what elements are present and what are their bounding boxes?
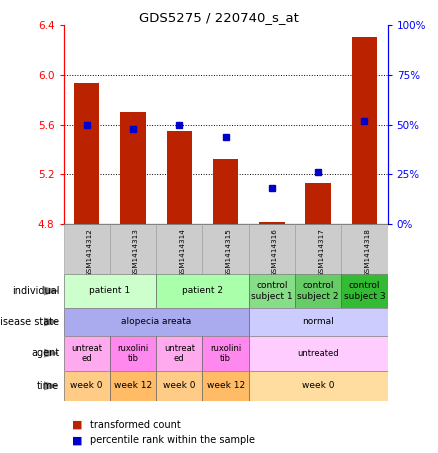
- Text: ■: ■: [72, 435, 83, 445]
- Text: ruxolini
tib: ruxolini tib: [117, 343, 148, 363]
- Text: normal: normal: [302, 318, 334, 326]
- Text: patient 1: patient 1: [89, 286, 131, 295]
- Text: individual: individual: [12, 286, 59, 296]
- Polygon shape: [44, 349, 58, 357]
- Bar: [64, 308, 249, 336]
- Bar: [249, 224, 295, 274]
- Bar: [110, 371, 156, 401]
- Bar: [64, 274, 156, 308]
- Bar: [110, 224, 156, 274]
- Text: ■: ■: [72, 420, 83, 430]
- Text: control
subject 1: control subject 1: [251, 281, 293, 301]
- Text: untreated: untreated: [297, 349, 339, 358]
- Text: GSM1414312: GSM1414312: [87, 228, 93, 277]
- Polygon shape: [44, 382, 58, 390]
- Text: transformed count: transformed count: [90, 420, 180, 430]
- Text: GSM1414314: GSM1414314: [179, 228, 185, 277]
- Text: agent: agent: [31, 348, 59, 358]
- Bar: [156, 224, 202, 274]
- Text: control
subject 3: control subject 3: [344, 281, 385, 301]
- Bar: [341, 224, 388, 274]
- Bar: [64, 371, 110, 401]
- Text: disease state: disease state: [0, 317, 59, 327]
- Bar: [249, 308, 388, 336]
- Bar: [64, 336, 110, 371]
- Bar: [341, 274, 388, 308]
- Text: GSM1414318: GSM1414318: [364, 228, 371, 277]
- Text: percentile rank within the sample: percentile rank within the sample: [90, 435, 255, 445]
- Bar: [156, 274, 249, 308]
- Polygon shape: [44, 318, 58, 326]
- Bar: [64, 224, 110, 274]
- Text: GSM1414316: GSM1414316: [272, 228, 278, 277]
- Text: week 0: week 0: [71, 381, 103, 390]
- Bar: [156, 336, 202, 371]
- Text: week 12: week 12: [206, 381, 245, 390]
- Bar: [352, 38, 377, 224]
- Bar: [249, 274, 295, 308]
- Text: GSM1414313: GSM1414313: [133, 228, 139, 277]
- Text: GDS5275 / 220740_s_at: GDS5275 / 220740_s_at: [139, 11, 299, 24]
- Bar: [305, 183, 331, 224]
- Bar: [110, 336, 156, 371]
- Text: control
subject 2: control subject 2: [297, 281, 339, 301]
- Bar: [202, 224, 249, 274]
- Text: GSM1414315: GSM1414315: [226, 228, 232, 277]
- Bar: [74, 83, 99, 224]
- Bar: [120, 112, 146, 224]
- Bar: [202, 371, 249, 401]
- Bar: [295, 274, 341, 308]
- Text: week 0: week 0: [302, 381, 335, 390]
- Bar: [156, 371, 202, 401]
- Text: time: time: [37, 381, 59, 391]
- Text: alopecia areata: alopecia areata: [121, 318, 191, 326]
- Text: week 0: week 0: [163, 381, 195, 390]
- Text: GSM1414317: GSM1414317: [318, 228, 324, 277]
- Polygon shape: [44, 287, 58, 295]
- Bar: [249, 336, 388, 371]
- Text: patient 2: patient 2: [182, 286, 223, 295]
- Text: week 12: week 12: [114, 381, 152, 390]
- Bar: [249, 371, 388, 401]
- Bar: [213, 159, 238, 224]
- Bar: [166, 131, 192, 224]
- Bar: [259, 222, 285, 224]
- Bar: [295, 224, 341, 274]
- Text: untreat
ed: untreat ed: [71, 343, 102, 363]
- Bar: [202, 336, 249, 371]
- Text: ruxolini
tib: ruxolini tib: [210, 343, 241, 363]
- Text: untreat
ed: untreat ed: [164, 343, 195, 363]
